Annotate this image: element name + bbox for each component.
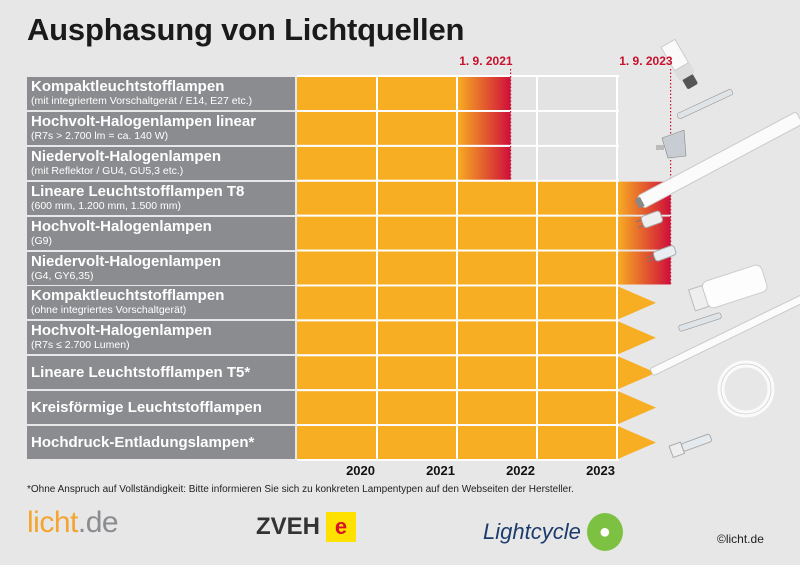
zveh-e-icon: e — [326, 512, 357, 542]
lamp-r7s-small-icon — [678, 312, 722, 332]
lamp-detail: (mit Reflektor / GU4, GU5,3 etc.) — [31, 164, 184, 177]
deadline-label: 1. 9. 2021 — [459, 54, 513, 68]
row-separator — [297, 459, 619, 461]
row-label: Hochvolt-Halogenlampen (R7s ≤ 2.700 Lumen… — [27, 321, 295, 355]
bar-ongoing — [297, 321, 656, 355]
lamp-type: Kompaktleuchtstofflampen — [31, 287, 225, 305]
row-label: Hochdruck-Entladungslampen* — [27, 426, 295, 459]
row-label: Hochvolt-Halogenlampen linear (R7s > 2.70… — [27, 111, 295, 145]
lamp-type: Niedervolt-Halogenlampen — [31, 147, 222, 165]
lamp-type: Hochvolt-Halogenlampen — [31, 322, 212, 340]
lamp-type: Niedervolt-Halogenlampen — [31, 252, 222, 270]
lightbulb-icon: ● — [586, 513, 623, 551]
zveh-logo: ZVEH e — [256, 512, 357, 542]
lamp-images — [634, 38, 800, 459]
row-label: Kreisförmige Leuchtstofflampen — [27, 391, 295, 425]
row-label: Niedervolt-Halogenlampen (mit Reflektor /… — [27, 146, 295, 180]
lamp-detail: (R7s > 2.700 lm = ca. 140 W) — [31, 129, 169, 142]
bar-phaseout — [457, 111, 511, 145]
lamp-type: Lineare Leuchtstofflampen T8 — [31, 182, 245, 200]
lamp-compact-e27-icon — [660, 38, 698, 89]
row-label: Lineare Leuchtstofflampen T8 (600 mm, 1.2… — [27, 181, 295, 215]
lamp-type: Hochdruck-Entladungslampen* — [31, 434, 255, 451]
year-tick-label: 2023 — [586, 463, 615, 478]
row-label: Hochvolt-Halogenlampen (G9) — [27, 216, 295, 250]
year-tick-label: 2020 — [346, 463, 375, 478]
row-label: Lineare Leuchtstofflampen T5* — [27, 356, 295, 390]
lamp-detail: (ohne integriertes Vorschaltgerät) — [31, 304, 187, 317]
year-gridline — [376, 77, 378, 459]
row-label: Kompaktleuchtstofflampen (mit integrierte… — [27, 77, 295, 110]
lamp-type: Kreisförmige Leuchtstofflampen — [31, 399, 262, 417]
lamp-type: Hochvolt-Halogenlampen linear — [31, 112, 257, 130]
lightcycle-logo: Lightcycle ● — [483, 513, 623, 551]
lamp-circular-icon — [717, 360, 775, 418]
lamp-g4-icon — [645, 245, 677, 263]
year-gridline — [536, 77, 538, 459]
bar-phaseout — [457, 146, 511, 180]
year-tick-label: 2021 — [426, 463, 455, 478]
lamp-type: Hochvolt-Halogenlampen — [31, 217, 212, 235]
bar-ongoing — [297, 391, 656, 425]
lamp-g9-icon — [635, 210, 663, 229]
lamp-detail: (G9) — [31, 234, 52, 247]
row-label: Niedervolt-Halogenlampen (G4, GY6,35) — [27, 251, 295, 285]
lamp-type: Lineare Leuchtstofflampen T5* — [31, 364, 251, 382]
lamp-detail: (R7s ≤ 2.700 Lumen) — [31, 339, 130, 352]
bar-phaseout — [457, 77, 511, 110]
lamp-t5-tube-icon — [650, 292, 800, 376]
footnote: *Ohne Anspruch auf Vollständigkeit: Bitt… — [27, 484, 574, 495]
row-label: Kompaktleuchtstofflampen (ohne integriert… — [27, 286, 295, 320]
lamp-type: Kompaktleuchtstofflampen — [31, 78, 225, 95]
licht-de-logo: licht.de — [27, 506, 119, 539]
lamp-detail: (mit integriertem Vorschaltgerät / E14, … — [31, 95, 253, 107]
lamp-compact-plug-icon — [687, 264, 768, 312]
lamp-detail: (G4, GY6,35) — [31, 269, 94, 282]
lamp-t8-tube-icon — [634, 112, 800, 209]
lamp-hid-icon — [668, 433, 712, 459]
lamp-detail: (600 mm, 1.200 mm, 1.500 mm) — [31, 199, 181, 212]
bar-ongoing — [297, 426, 656, 459]
year-gridline — [616, 77, 618, 459]
lamp-reflector-icon — [656, 129, 687, 159]
deadline-label: 1. 9. 2023 — [619, 54, 673, 68]
lamp-r7s-icon — [676, 88, 734, 120]
year-gridline — [456, 77, 458, 459]
top-gridline — [297, 75, 619, 77]
page-title: Ausphasung von Lichtquellen — [27, 12, 465, 47]
copyright: ©licht.de — [717, 532, 764, 546]
bar-ongoing — [297, 286, 656, 320]
bar-ongoing — [297, 356, 656, 390]
year-tick-label: 2022 — [506, 463, 535, 478]
